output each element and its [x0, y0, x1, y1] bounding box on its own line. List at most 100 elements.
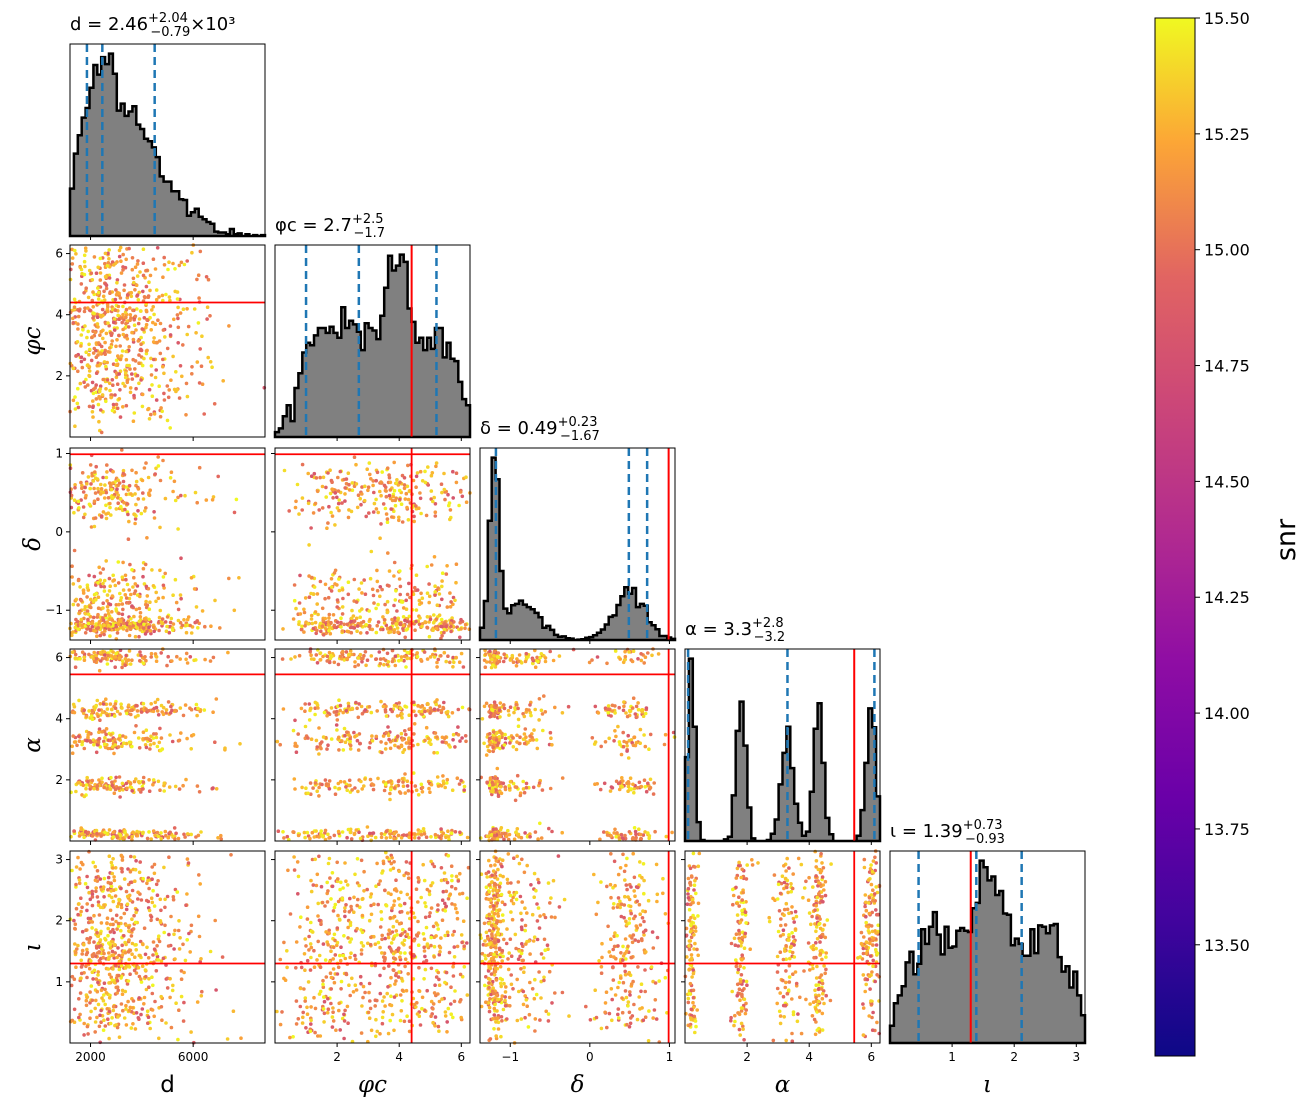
scatter-point: [122, 500, 126, 505]
scatter-point: [335, 718, 340, 722]
scatter-point: [331, 1006, 335, 1010]
scatter-point: [307, 543, 311, 547]
scatter-point: [441, 705, 446, 710]
scatter-point: [514, 702, 518, 707]
scatter-point: [161, 956, 166, 961]
scatter-point: [100, 710, 105, 715]
scatter-point: [454, 471, 459, 476]
scatter-point: [181, 307, 186, 312]
scatter-point: [356, 748, 361, 752]
scatter-point: [116, 313, 120, 318]
scatter-point: [620, 776, 624, 780]
scatter-point: [394, 496, 399, 501]
scatter-point: [148, 747, 152, 751]
scatter-point: [458, 739, 462, 743]
scatter-point: [360, 1004, 364, 1008]
scatter-point: [133, 634, 138, 639]
scatter-point: [385, 520, 390, 524]
scatter-point: [69, 493, 74, 498]
scatter-point: [621, 708, 626, 713]
scatter-point: [146, 1021, 150, 1025]
scatter-point: [125, 833, 129, 837]
x-axis-label-delta: δ: [571, 1072, 585, 1098]
scatter-point: [435, 665, 439, 669]
scatter-point: [110, 871, 115, 876]
scatter-point: [439, 636, 443, 641]
scatter-point: [84, 249, 88, 253]
scatter-point: [451, 655, 455, 660]
scatter-point: [344, 650, 349, 654]
title-suffix: ×10³: [190, 14, 235, 35]
scatter-point: [79, 355, 84, 360]
scatter-point: [400, 777, 405, 781]
scatter-point: [124, 1003, 128, 1008]
scatter-point: [425, 709, 430, 713]
scatter-point: [129, 785, 134, 790]
scatter-point: [70, 256, 75, 260]
scatter-point: [311, 786, 315, 790]
scatter-point: [318, 579, 323, 584]
scatter-point: [357, 702, 361, 706]
scatter-point: [616, 724, 620, 729]
scatter-point: [368, 617, 372, 622]
scatter-point: [157, 939, 162, 944]
scatter-point: [151, 320, 155, 325]
scatter-point: [75, 743, 79, 748]
scatter-point: [482, 704, 487, 709]
scatter-point: [488, 740, 493, 745]
scatter-point: [428, 790, 432, 794]
scatter-point: [211, 786, 215, 790]
scatter-point: [87, 347, 92, 352]
scatter-point: [80, 623, 85, 628]
scatter-point: [117, 775, 122, 779]
scatter-point: [121, 304, 125, 309]
scatter-point: [221, 379, 225, 383]
scatter-point: [605, 661, 609, 666]
scatter-point: [127, 649, 132, 653]
scatter-point: [183, 958, 188, 963]
scatter-point: [90, 895, 95, 899]
scatter-point: [83, 612, 88, 616]
scatter-point: [312, 585, 317, 589]
scatter-point: [185, 307, 189, 311]
y-tick-label: 2: [55, 914, 63, 928]
scatter-point: [154, 599, 158, 604]
scatter-point: [368, 831, 372, 836]
scatter-point: [397, 659, 401, 663]
scatter-point: [162, 391, 166, 396]
scatter-point: [447, 837, 451, 842]
scatter-point: [609, 834, 613, 838]
scatter-point: [175, 297, 180, 301]
scatter-point: [303, 835, 307, 840]
scatter-point: [551, 658, 556, 663]
scatter-point: [219, 833, 223, 838]
scatter-point: [96, 714, 100, 719]
scatter-point: [497, 708, 502, 713]
scatter-point: [467, 627, 472, 631]
scatter-point: [179, 994, 184, 999]
scatter-point: [173, 957, 177, 961]
scatter-point: [178, 311, 183, 315]
scatter-point: [95, 895, 100, 899]
scatter-point: [172, 932, 176, 937]
scatter-point: [415, 651, 420, 655]
scatter-point: [291, 617, 296, 621]
scatter-point: [141, 661, 146, 665]
scatter-point: [101, 601, 105, 605]
scatter-point: [435, 775, 440, 779]
scatter-point: [165, 384, 170, 388]
scatter-point: [374, 734, 379, 739]
scatter-point: [398, 497, 402, 502]
y-tick-label: 4: [55, 308, 63, 322]
scatter-point: [518, 793, 523, 798]
scatter-point: [342, 780, 347, 784]
scatter-point: [388, 787, 393, 792]
scatter-point: [529, 713, 533, 718]
scatter-point: [321, 735, 326, 739]
scatter-point: [124, 403, 129, 408]
scatter-point: [528, 703, 532, 707]
scatter-point: [84, 714, 89, 719]
scatter-point: [331, 613, 336, 617]
scatter-point: [155, 917, 160, 922]
scatter-point: [97, 736, 102, 741]
